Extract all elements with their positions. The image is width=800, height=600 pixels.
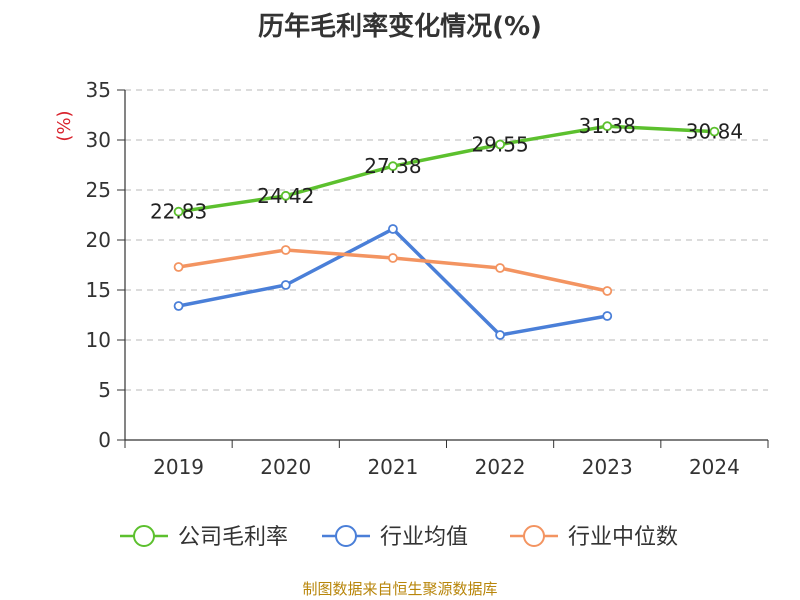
data-label: 30.84 bbox=[686, 120, 743, 144]
data-label: 31.38 bbox=[579, 114, 636, 138]
grid-lines bbox=[125, 89, 768, 391]
legend-label-2: 行业均值 bbox=[380, 525, 468, 550]
legend-marker-3 bbox=[523, 525, 545, 547]
x-tick-label: 2021 bbox=[367, 455, 418, 479]
data-point bbox=[495, 263, 505, 273]
chart-title: 历年毛利率变化情况(%) bbox=[258, 12, 542, 42]
y-tick-label: 5 bbox=[98, 378, 111, 402]
legend-label-3: 行业中位数 bbox=[568, 525, 678, 550]
x-tick-label: 2019 bbox=[153, 455, 204, 479]
y-tick-label: 35 bbox=[86, 78, 111, 102]
data-label: 27.38 bbox=[364, 154, 421, 178]
series-lines bbox=[173, 121, 720, 340]
data-point bbox=[602, 121, 613, 132]
data-point bbox=[173, 206, 184, 217]
series-line-2 bbox=[178, 227, 608, 337]
data-point bbox=[495, 139, 505, 150]
data-labels: 22.83 24.42 27.38 29.55 31.38 30.84 bbox=[150, 114, 743, 224]
x-tick-label: 2020 bbox=[260, 455, 311, 479]
x-tick-label: 2023 bbox=[582, 455, 633, 479]
y-tick-label: 10 bbox=[86, 328, 111, 352]
data-point bbox=[495, 330, 505, 340]
y-tick-label: 30 bbox=[86, 128, 111, 152]
x-tick-label: 2024 bbox=[689, 455, 740, 479]
legend: 公司毛利率 行业均值 行业中位数 bbox=[120, 525, 678, 550]
legend-marker-2 bbox=[335, 525, 357, 547]
series-line-1 bbox=[178, 124, 715, 214]
legend-marker-1 bbox=[133, 525, 155, 547]
y-tick-label: 20 bbox=[86, 228, 111, 252]
data-label: 22.83 bbox=[150, 200, 207, 224]
data-point bbox=[280, 190, 291, 201]
data-point bbox=[709, 126, 720, 137]
data-point bbox=[280, 280, 291, 290]
data-point bbox=[173, 301, 184, 311]
data-point bbox=[388, 253, 398, 263]
data-point bbox=[602, 311, 613, 321]
data-label: 24.42 bbox=[257, 184, 314, 208]
data-point bbox=[388, 224, 398, 234]
axes: 0 5 10 15 20 25 30 35 2019 2020 2021 2022 2023 2024 (%… bbox=[54, 78, 769, 479]
legend-label-1: 公司毛利率 bbox=[178, 525, 288, 550]
y-axis-label: (%) bbox=[54, 110, 75, 141]
source-note: 制图数据来自恒生聚源数据库 bbox=[302, 580, 498, 598]
x-tick-label: 2022 bbox=[475, 455, 526, 479]
y-tick-label: 15 bbox=[86, 278, 111, 302]
data-point bbox=[602, 286, 613, 296]
data-point bbox=[388, 161, 398, 172]
y-tick-label: 25 bbox=[86, 178, 111, 202]
data-label: 29.55 bbox=[471, 133, 528, 157]
y-tick-label: 0 bbox=[98, 428, 111, 452]
data-point bbox=[280, 245, 291, 255]
data-point bbox=[173, 262, 184, 272]
